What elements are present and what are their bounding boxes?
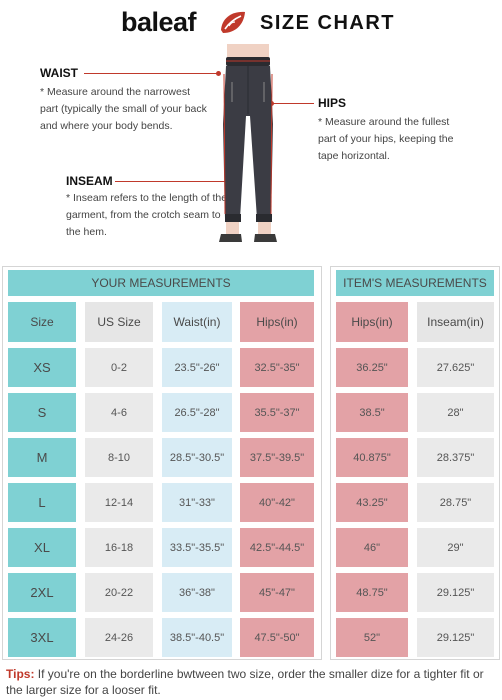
header-item-inseam: Inseam(in) [417,302,494,342]
brand-logo: baleaf [121,7,197,37]
waist-cell: 28.5"-30.5" [162,438,232,477]
waist-cell: 36"-38" [162,573,232,612]
header-us-size: US Size [85,302,153,342]
size-cell: XS [8,348,76,387]
item-hips-cell: 46" [336,528,408,567]
item-inseam-cell: 29" [417,528,494,567]
waist-cell: 33.5"-35.5" [162,528,232,567]
item-measurements-title: ITEM'S MEASUREMENTS [336,270,494,296]
us-size-cell: 24-26 [85,618,153,657]
waist-cell: 38.5"-40.5" [162,618,232,657]
hips-cell: 45"-47" [240,573,314,612]
header-item-hips: Hips(in) [336,302,408,342]
item-inseam-cell: 29.125" [417,573,494,612]
header-waist: Waist(in) [162,302,232,342]
waist-cell: 23.5"-26" [162,348,232,387]
measurement-guide: WAIST * Measure around the narrowest par… [0,44,502,254]
page-title: SIZE CHART [260,12,395,34]
hips-text: * Measure around the fullest part of you… [318,116,454,162]
your-measurements-title: YOUR MEASUREMENTS [8,270,314,296]
waist-cell: 31"-33" [162,483,232,522]
tips-label: Tips: [6,667,35,681]
item-hips-cell: 38.5" [336,393,408,432]
tips-note: Tips: If you're on the borderline bwtwee… [6,666,498,698]
hips-cell: 42.5"-44.5" [240,528,314,567]
hips-title: HIPS [318,96,347,110]
waist-text: * Measure around the narrowest part (typ… [40,86,207,132]
item-inseam-cell: 28" [417,393,494,432]
hips-cell: 47.5"-50" [240,618,314,657]
inseam-text: * Inseam refers to the length of the gar… [66,192,228,238]
hips-cell: 35.5"-37" [240,393,314,432]
hips-cell: 32.5"-35" [240,348,314,387]
leaf-logo-icon [221,11,245,33]
waist-title: WAIST [40,66,78,80]
item-hips-cell: 52" [336,618,408,657]
us-size-cell: 20-22 [85,573,153,612]
hips-cell: 40"-42" [240,483,314,522]
us-size-cell: 4-6 [85,393,153,432]
item-hips-cell: 36.25" [336,348,408,387]
size-cell: 2XL [8,573,76,612]
us-size-cell: 8-10 [85,438,153,477]
size-cell: 3XL [8,618,76,657]
waist-cell: 26.5"-28" [162,393,232,432]
size-cell: S [8,393,76,432]
item-inseam-cell: 29.125" [417,618,494,657]
us-size-cell: 0-2 [85,348,153,387]
size-cell: M [8,438,76,477]
model-figure [219,44,277,242]
hips-cell: 37.5"-39.5" [240,438,314,477]
item-inseam-cell: 28.75" [417,483,494,522]
size-cell: L [8,483,76,522]
waist-pointer [84,71,221,76]
us-size-cell: 16-18 [85,528,153,567]
us-size-cell: 12-14 [85,483,153,522]
header: baleaf SIZE CHART [0,0,502,44]
header-hips: Hips(in) [240,302,314,342]
item-hips-cell: 43.25" [336,483,408,522]
inseam-title: INSEAM [66,174,113,188]
item-hips-cell: 48.75" [336,573,408,612]
item-hips-cell: 40.875" [336,438,408,477]
item-inseam-cell: 28.375" [417,438,494,477]
item-inseam-cell: 27.625" [417,348,494,387]
header-size: Size [8,302,76,342]
size-cell: XL [8,528,76,567]
tips-text: If you're on the borderline bwtween two … [6,667,484,697]
